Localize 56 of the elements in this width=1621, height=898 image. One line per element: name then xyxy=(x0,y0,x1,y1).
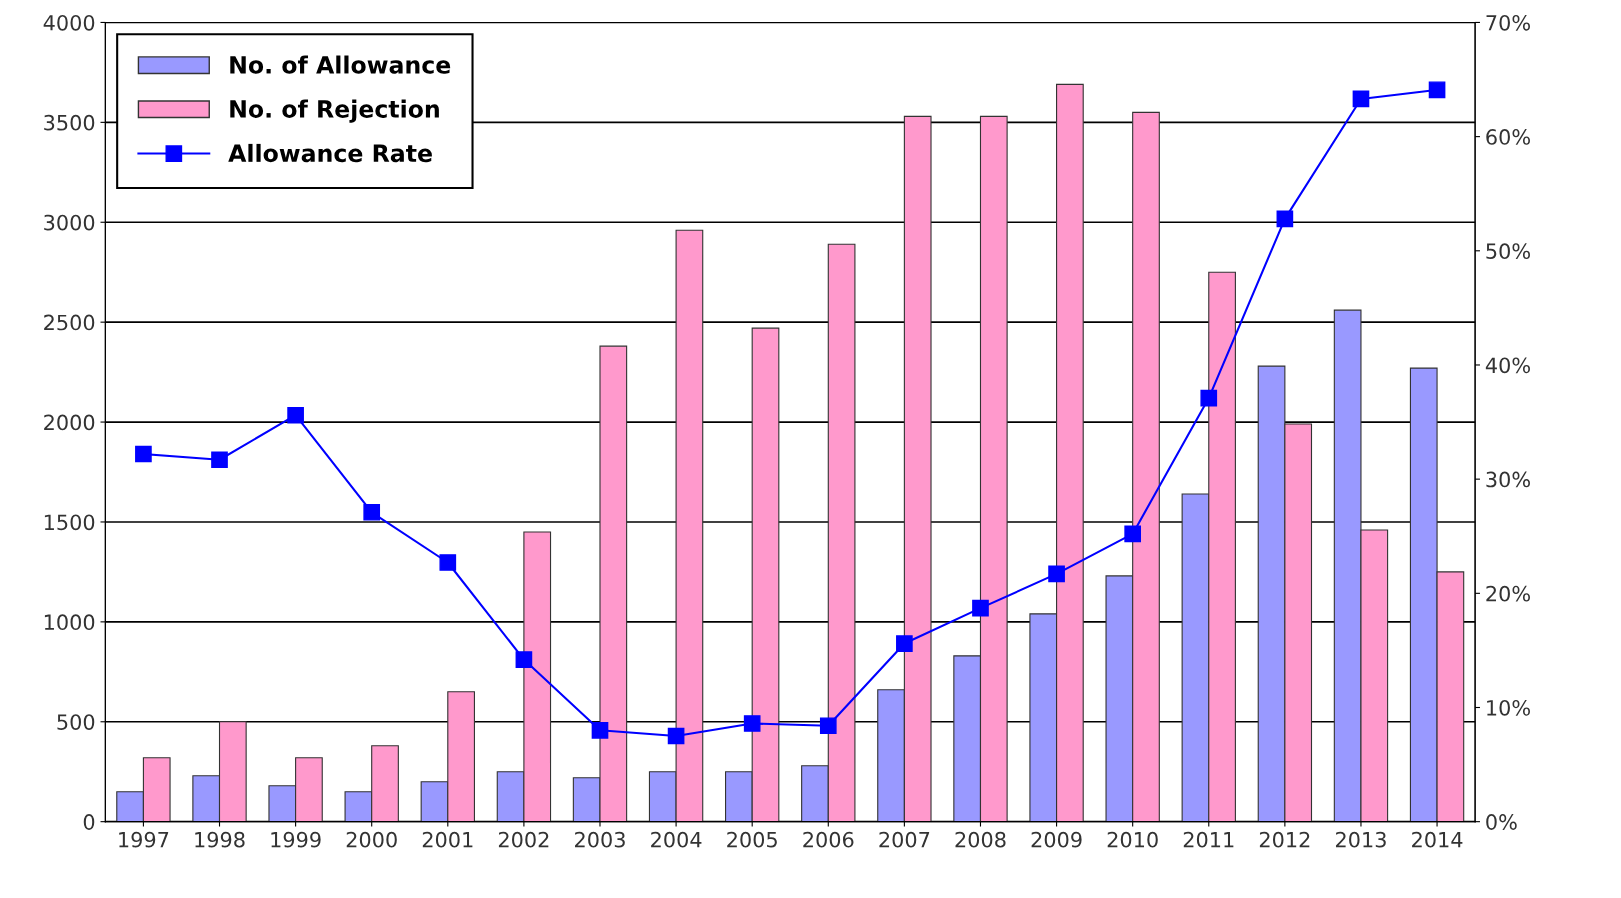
y-tick-label: 500 xyxy=(57,714,95,730)
point xyxy=(1048,565,1065,583)
y2-tick-label: 60% xyxy=(1486,129,1530,145)
x-tick-label: 2008 xyxy=(955,831,1006,848)
point xyxy=(1428,81,1446,99)
legend-label: No. of Rejection xyxy=(230,99,439,123)
x-tick-label: 2011 xyxy=(1183,831,1234,848)
point xyxy=(667,727,685,745)
x-tick-label: 2002 xyxy=(498,831,549,848)
x-tick-label: 2010 xyxy=(1107,831,1158,848)
point xyxy=(363,503,381,521)
x-tick-label: 2007 xyxy=(879,831,930,848)
point xyxy=(1124,525,1142,543)
point xyxy=(439,554,457,571)
y-tick-label: 4000 xyxy=(43,14,95,31)
point xyxy=(1200,389,1218,407)
point xyxy=(972,599,989,617)
x-tick-label: 1998 xyxy=(195,831,245,848)
x-tick-label: 2001 xyxy=(422,831,473,848)
x-tick-label: 2004 xyxy=(651,831,702,848)
x-tick-label: 1997 xyxy=(119,831,169,848)
y-tick-label: 0 xyxy=(83,814,95,830)
point xyxy=(1352,90,1370,108)
point xyxy=(515,651,533,668)
point xyxy=(211,451,228,469)
legend-label: Allowance Rate xyxy=(228,143,432,163)
y2-tick-label: 0% xyxy=(1486,814,1517,830)
y2-tick-label: 30% xyxy=(1486,471,1530,488)
x-tick-label: 2005 xyxy=(727,831,777,848)
point xyxy=(896,635,913,652)
y2-tick-label: 20% xyxy=(1486,585,1530,602)
y2-tick-label: 70% xyxy=(1486,14,1530,31)
y-tick-label: 3000 xyxy=(44,214,95,231)
x-tick-label: 2003 xyxy=(575,831,625,848)
point xyxy=(1276,210,1294,228)
x-tick-label: 2014 xyxy=(1412,831,1463,848)
x-tick-label: 2009 xyxy=(1031,831,1082,848)
x-tick-label: 2012 xyxy=(1259,831,1310,848)
y2-tick-label: 40% xyxy=(1485,357,1530,374)
x-tick-label: 2006 xyxy=(803,831,854,848)
x-tick-label: 1999 xyxy=(271,831,321,848)
y-tick-label: 1000 xyxy=(44,614,95,631)
y-tick-label: 2500 xyxy=(44,314,95,331)
point xyxy=(819,717,837,735)
x-tick-label: 2013 xyxy=(1335,831,1386,848)
x-tick-label: 2000 xyxy=(346,831,397,848)
point xyxy=(743,715,761,732)
legend-label: No. of Allowance xyxy=(230,55,451,74)
y-tick-label: 3500 xyxy=(44,114,95,131)
point xyxy=(591,721,609,739)
point xyxy=(287,406,304,424)
y-tick-label: 2000 xyxy=(44,414,95,431)
y-tick-label: 1500 xyxy=(44,514,95,531)
y2-tick-label: 10% xyxy=(1487,699,1530,716)
point xyxy=(135,445,152,463)
y2-tick-label: 50% xyxy=(1486,243,1530,260)
